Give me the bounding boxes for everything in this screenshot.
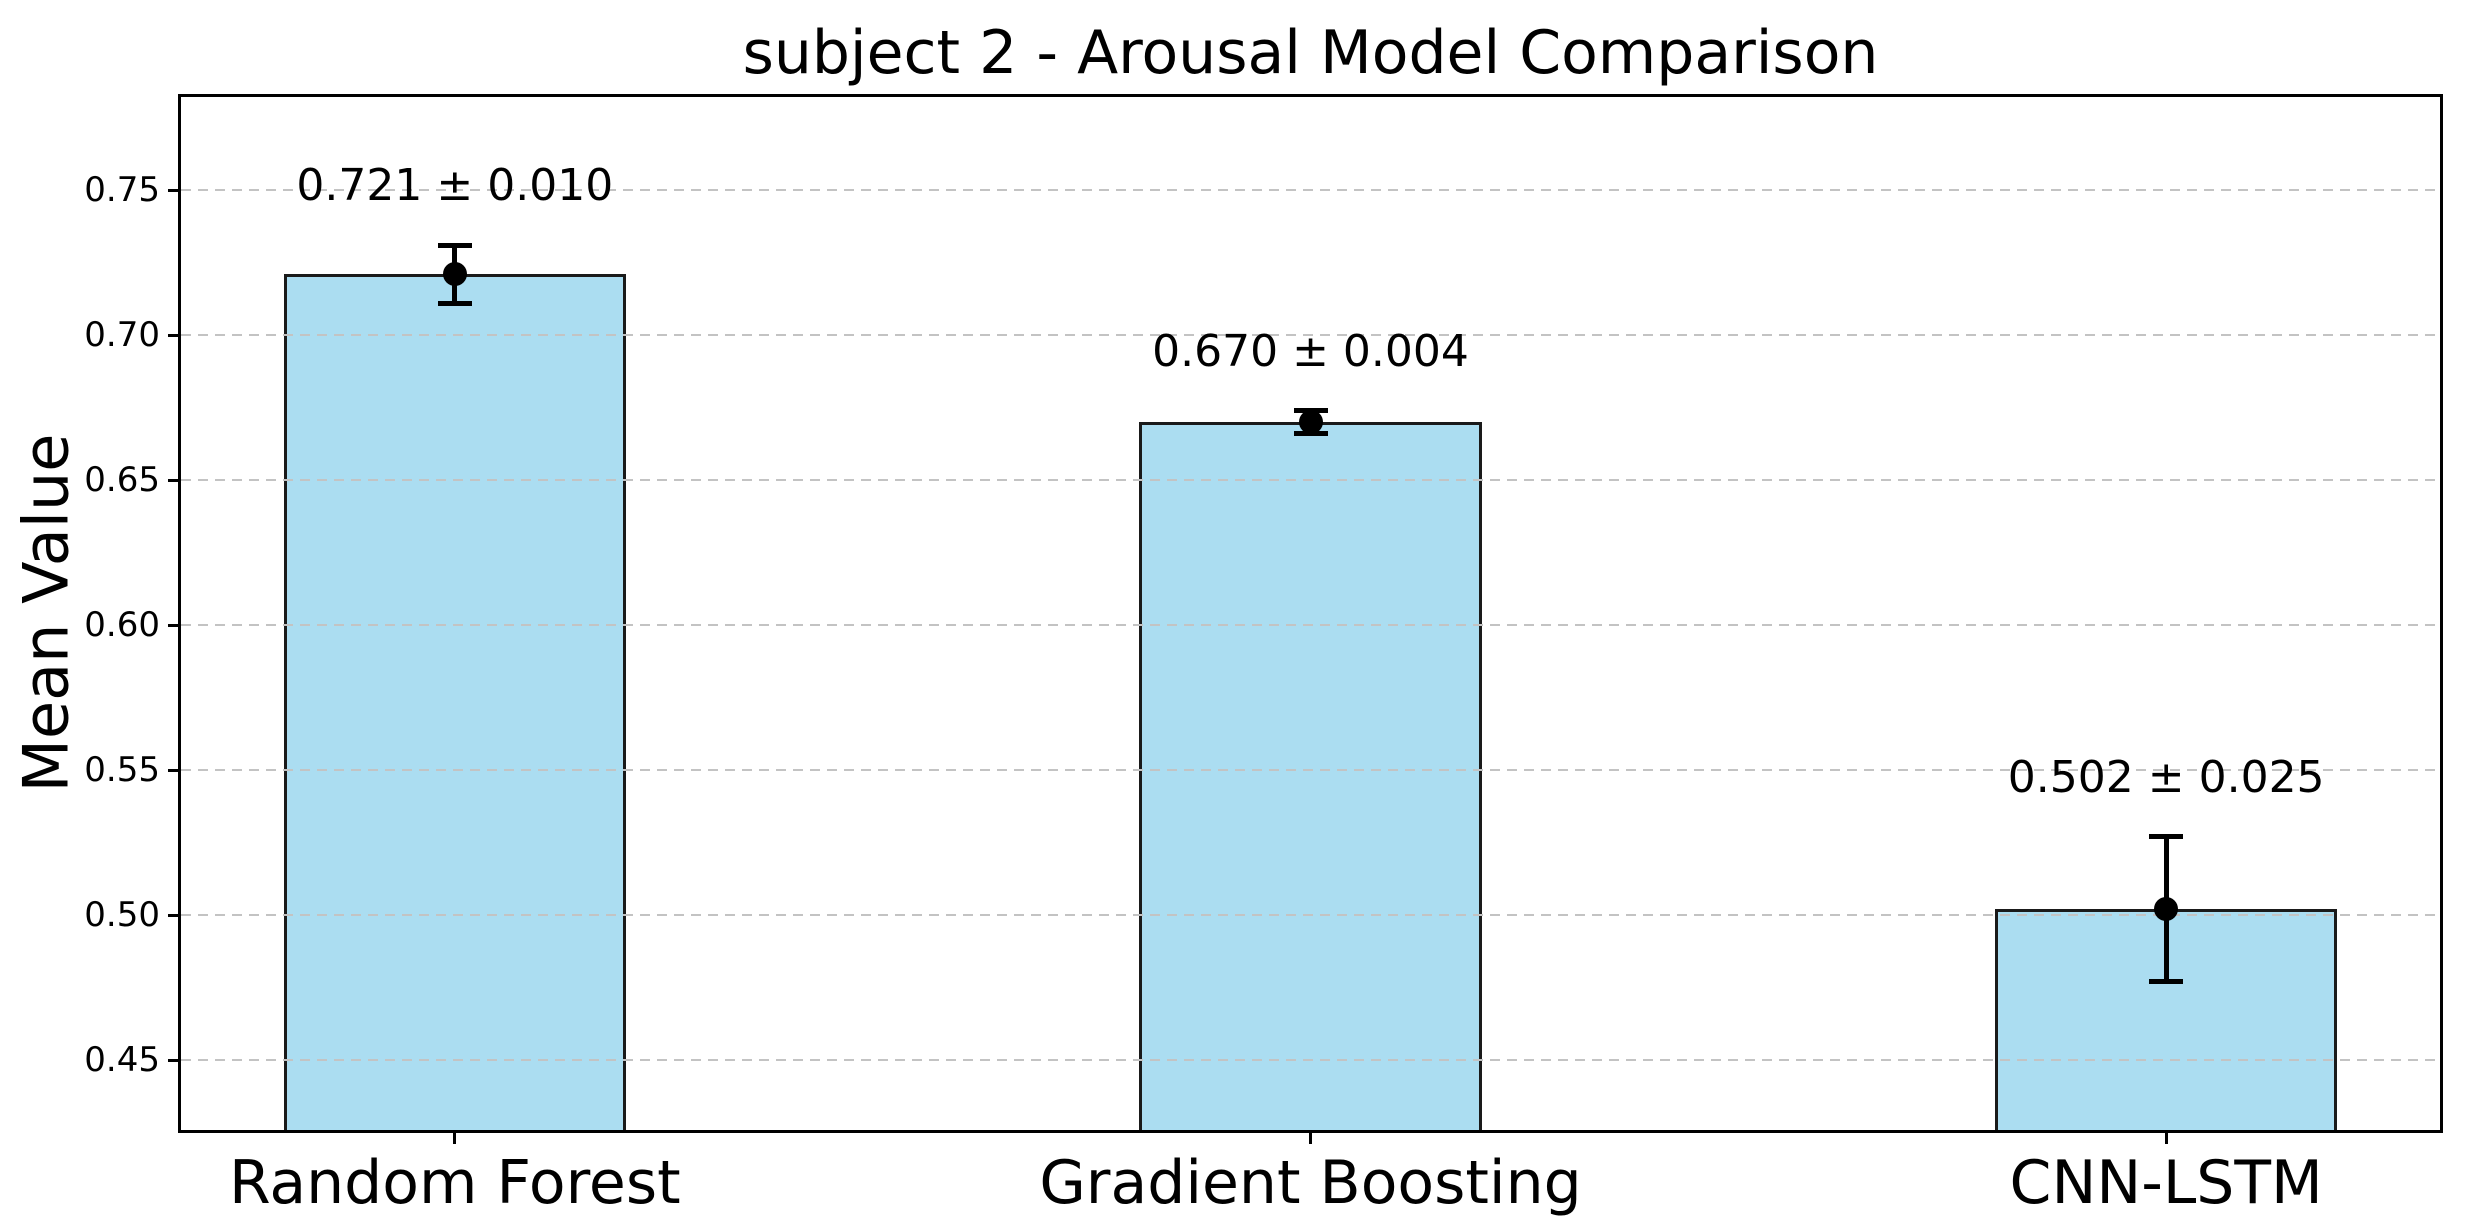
error-bar-cap-bottom [2149, 979, 2184, 985]
y-tick-mark [168, 478, 181, 482]
value-annotation: 0.670 ± 0.004 [1152, 325, 1469, 377]
error-bar-cap-top [437, 242, 472, 248]
x-tick-label: CNN-LSTM [2009, 1148, 2323, 1218]
y-axis-label: Mean Value [9, 433, 83, 793]
x-tick-mark [2164, 1130, 2168, 1144]
error-bar-marker [1298, 410, 1323, 435]
x-tick-label: Gradient Boosting [1039, 1148, 1582, 1218]
value-annotation: 0.502 ± 0.025 [2007, 751, 2325, 803]
error-bar-cap-bottom [437, 300, 472, 306]
y-tick-label: 0.60 [84, 605, 160, 646]
y-tick-mark [168, 333, 181, 337]
y-tick-label: 0.70 [84, 315, 160, 356]
value-annotation: 0.721 ± 0.010 [296, 160, 614, 212]
plot-area: 0.721 ± 0.010 Random Forest 0.670 ± 0.004 G… [84, 94, 2443, 1216]
x-tick-mark [453, 1130, 457, 1144]
y-tick-mark [168, 913, 181, 917]
y-tick-label: 0.55 [84, 750, 160, 791]
y-tick-label: 0.45 [84, 1040, 160, 1081]
y-tick-label: 0.50 [84, 895, 160, 936]
chart-title: subject 2 - Arousal Model Comparison [742, 18, 1879, 88]
bar [1139, 422, 1482, 1130]
y-tick-mark [168, 623, 181, 627]
y-tick-mark [168, 768, 181, 772]
error-bar-marker [442, 262, 467, 287]
y-tick-mark [168, 188, 181, 192]
x-tick-label: Random Forest [229, 1148, 681, 1218]
y-tick-label: 0.65 [84, 460, 160, 501]
error-bar-marker [2154, 897, 2179, 922]
bar [283, 274, 626, 1130]
y-tick-mark [168, 1058, 181, 1062]
error-bar-cap-top [2149, 834, 2184, 840]
x-tick-mark [1309, 1130, 1312, 1144]
y-tick-label: 0.75 [84, 170, 160, 211]
